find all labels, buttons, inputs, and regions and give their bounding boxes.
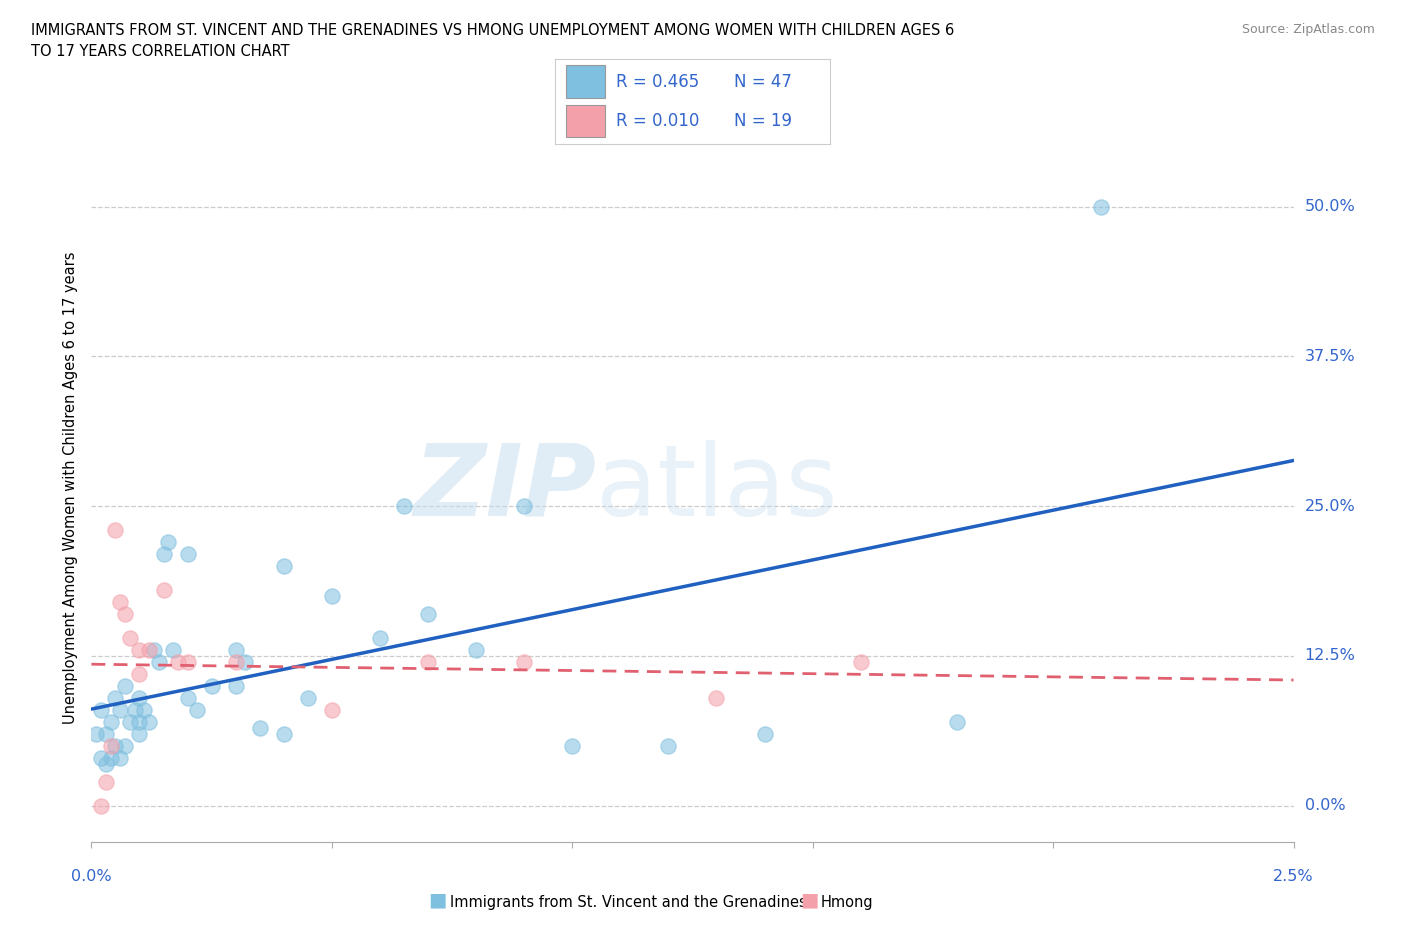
Point bbox=[513, 498, 536, 513]
Point bbox=[176, 547, 198, 562]
Point bbox=[297, 690, 319, 705]
Text: R = 0.465: R = 0.465 bbox=[616, 73, 699, 91]
Point bbox=[392, 498, 415, 513]
Point bbox=[273, 559, 295, 574]
Point bbox=[100, 738, 122, 753]
Text: N = 19: N = 19 bbox=[734, 112, 792, 130]
Point bbox=[162, 643, 184, 658]
Point bbox=[104, 738, 127, 753]
Text: ■: ■ bbox=[800, 891, 818, 910]
Text: N = 47: N = 47 bbox=[734, 73, 792, 91]
Point bbox=[233, 655, 256, 670]
Text: 2.5%: 2.5% bbox=[1274, 870, 1313, 884]
Text: atlas: atlas bbox=[596, 440, 838, 537]
Point bbox=[94, 775, 117, 790]
Point bbox=[186, 702, 208, 717]
Point bbox=[167, 655, 190, 670]
Text: 50.0%: 50.0% bbox=[1305, 199, 1355, 214]
Point bbox=[513, 655, 536, 670]
Point bbox=[138, 643, 160, 658]
Point bbox=[100, 714, 122, 729]
Point bbox=[114, 606, 136, 621]
Point bbox=[754, 726, 776, 741]
Text: 12.5%: 12.5% bbox=[1305, 648, 1355, 663]
Point bbox=[100, 751, 122, 765]
Text: IMMIGRANTS FROM ST. VINCENT AND THE GRENADINES VS HMONG UNEMPLOYMENT AMONG WOMEN: IMMIGRANTS FROM ST. VINCENT AND THE GREN… bbox=[31, 23, 955, 38]
Point bbox=[152, 582, 174, 597]
Point bbox=[90, 751, 112, 765]
Point bbox=[946, 714, 969, 729]
Point bbox=[225, 679, 247, 694]
Text: Hmong: Hmong bbox=[821, 895, 873, 910]
Text: ■: ■ bbox=[429, 891, 447, 910]
Point bbox=[110, 751, 132, 765]
Point bbox=[94, 756, 117, 771]
Point bbox=[134, 702, 156, 717]
Point bbox=[128, 643, 150, 658]
FancyBboxPatch shape bbox=[567, 65, 605, 98]
Point bbox=[176, 690, 198, 705]
Point bbox=[110, 702, 132, 717]
Point bbox=[561, 738, 583, 753]
Text: R = 0.010: R = 0.010 bbox=[616, 112, 699, 130]
Point bbox=[128, 726, 150, 741]
Point bbox=[1090, 199, 1112, 214]
Point bbox=[142, 643, 165, 658]
Point bbox=[201, 679, 224, 694]
Point bbox=[368, 631, 391, 645]
Point bbox=[138, 714, 160, 729]
Point bbox=[118, 631, 141, 645]
Point bbox=[706, 690, 728, 705]
Point bbox=[84, 726, 107, 741]
Point bbox=[416, 606, 439, 621]
Text: Source: ZipAtlas.com: Source: ZipAtlas.com bbox=[1241, 23, 1375, 36]
Point bbox=[90, 702, 112, 717]
Point bbox=[273, 726, 295, 741]
Point bbox=[110, 594, 132, 609]
Point bbox=[124, 702, 146, 717]
Point bbox=[657, 738, 679, 753]
Point bbox=[249, 721, 271, 736]
Point bbox=[152, 547, 174, 562]
Y-axis label: Unemployment Among Women with Children Ages 6 to 17 years: Unemployment Among Women with Children A… bbox=[63, 252, 79, 724]
Text: 0.0%: 0.0% bbox=[1305, 798, 1346, 813]
Text: 37.5%: 37.5% bbox=[1305, 349, 1355, 364]
Point bbox=[104, 690, 127, 705]
Point bbox=[176, 655, 198, 670]
Text: ZIP: ZIP bbox=[413, 440, 596, 537]
Point bbox=[225, 643, 247, 658]
Point bbox=[118, 714, 141, 729]
Point bbox=[225, 655, 247, 670]
Point bbox=[114, 738, 136, 753]
Point bbox=[157, 535, 180, 550]
FancyBboxPatch shape bbox=[567, 105, 605, 138]
Text: 0.0%: 0.0% bbox=[72, 870, 111, 884]
Text: 25.0%: 25.0% bbox=[1305, 498, 1355, 513]
Point bbox=[416, 655, 439, 670]
Point bbox=[94, 726, 117, 741]
Point bbox=[90, 798, 112, 813]
Point bbox=[465, 643, 488, 658]
Point bbox=[128, 690, 150, 705]
Point bbox=[148, 655, 170, 670]
Point bbox=[321, 702, 343, 717]
Point bbox=[849, 655, 872, 670]
Text: TO 17 YEARS CORRELATION CHART: TO 17 YEARS CORRELATION CHART bbox=[31, 44, 290, 59]
Point bbox=[114, 679, 136, 694]
Text: Immigrants from St. Vincent and the Grenadines: Immigrants from St. Vincent and the Gren… bbox=[450, 895, 807, 910]
Point bbox=[128, 714, 150, 729]
Point bbox=[128, 667, 150, 682]
Point bbox=[104, 523, 127, 538]
Point bbox=[321, 589, 343, 604]
